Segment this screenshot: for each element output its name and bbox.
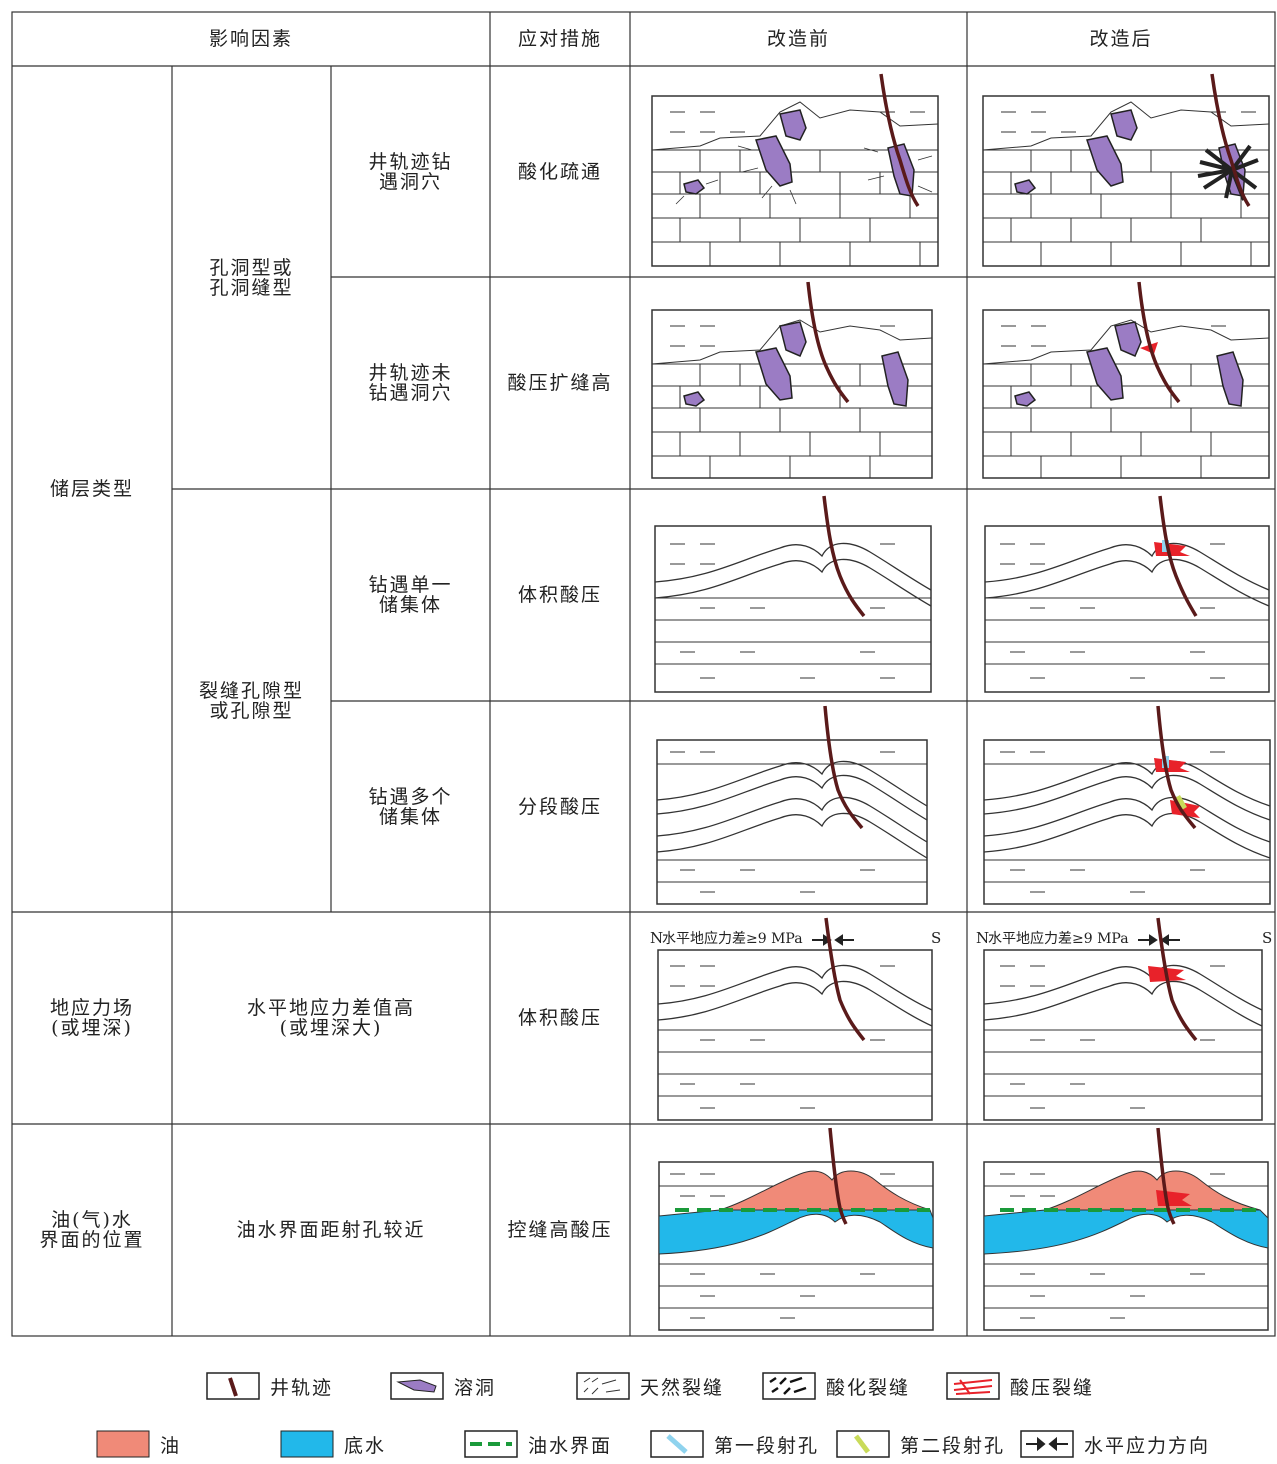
diagram-stress-before: N 水平地应力差≥9 MPa S: [650, 917, 941, 1121]
legend-cave: 溶洞: [390, 1366, 496, 1406]
factor-vuggy: 孔洞型或 孔洞缝型: [209, 256, 294, 299]
measure-volume-frac: 体积酸压: [517, 584, 602, 606]
perforation-2-icon: [836, 1430, 890, 1458]
header-measures: 应对措施: [517, 28, 602, 50]
diagram-multi-body-before: [656, 705, 928, 905]
well-trajectory-icon: [206, 1372, 260, 1400]
measure-acid-frac-height: 酸压扩缝高: [507, 372, 613, 394]
stress-direction-icon: [1020, 1430, 1074, 1458]
factor-owc-near: 油水界面距射孔较近: [236, 1219, 426, 1241]
legend-acid-frac: 酸化裂缝: [762, 1366, 910, 1406]
measure-acidize: 酸化疏通: [517, 160, 602, 183]
factor-hit-cave: 井轨迹钻 遇洞穴: [368, 150, 453, 193]
stress-diff-label: 水平地应力差≥9 MPa: [662, 930, 803, 947]
legend-water: 底水: [280, 1424, 386, 1464]
diagram-owc-after: [983, 1127, 1269, 1331]
header-factors: 影响因素: [208, 28, 293, 50]
acid-fracture-icon: [762, 1372, 816, 1400]
legend-perf2: 第二段射孔: [836, 1424, 1005, 1464]
south-label: S: [1262, 929, 1272, 947]
factor-stress-field: 地应力场 (或埋深): [49, 997, 134, 1039]
stress-diff-label: 水平地应力差≥9 MPa: [988, 930, 1129, 947]
water-swatch-icon: [280, 1430, 334, 1458]
diagram-multi-body-after: [983, 705, 1271, 905]
header-after: 改造后: [1089, 28, 1153, 50]
acidfrac-fracture-icon: [946, 1372, 1000, 1400]
factor-multi-body: 钻遇多个 储集体: [368, 785, 453, 828]
legend-well: 井轨迹: [206, 1366, 333, 1406]
legend-row-2: 油 底水 油水界面 第一段射孔 第二段射孔 水平应力方向: [0, 1424, 1277, 1464]
factor-single-body: 钻遇单一 储集体: [368, 574, 453, 616]
cave-icon: [390, 1372, 444, 1400]
measure-volume-frac-stress: 体积酸压: [517, 1007, 602, 1029]
perforation-1-icon: [650, 1430, 704, 1458]
diagram-cave-hit-before: [651, 73, 939, 267]
owc-line-icon: [464, 1430, 518, 1458]
measure-control-height: 控缝高酸压: [507, 1219, 613, 1241]
diagram-single-body-before: [654, 495, 932, 693]
natural-fracture-icon: [576, 1372, 630, 1400]
legend-stress-dir: 水平应力方向: [1020, 1424, 1210, 1464]
legend-row-1: 井轨迹 溶洞 天然裂缝 酸化裂缝 酸压裂缝: [0, 1366, 1277, 1406]
legend-owc: 油水界面: [464, 1424, 612, 1464]
stress-arrows-icon: [1138, 934, 1180, 946]
legend-acidfrac-frac: 酸压裂缝: [946, 1366, 1094, 1406]
oil-swatch-icon: [96, 1430, 150, 1458]
factor-owc-position: 油(气)水 界面的位置: [39, 1209, 145, 1251]
diagram-cave-hit-after: [982, 73, 1270, 267]
diagram-single-body-after: [984, 495, 1270, 693]
legend-natural-frac: 天然裂缝: [576, 1366, 724, 1406]
diagram-cave-miss-after: [982, 281, 1270, 479]
diagram-cave-miss-before: [651, 281, 933, 479]
north-label: N: [976, 929, 989, 947]
header-before: 改造前: [766, 28, 830, 50]
diagram-owc-before: [658, 1127, 934, 1331]
diagram-stress-after: N 水平地应力差≥9 MPa S: [976, 917, 1272, 1121]
north-label: N: [650, 929, 663, 947]
factor-stress-diff: 水平地应力差值高 (或埋深大): [246, 997, 415, 1039]
factor-miss-cave: 井轨迹未 钻遇洞穴: [368, 362, 453, 404]
legend-perf1: 第一段射孔: [650, 1424, 819, 1464]
factor-fractured: 裂缝孔隙型 或孔隙型: [198, 679, 304, 722]
measure-staged-frac: 分段酸压: [517, 795, 602, 818]
south-label: S: [931, 929, 941, 947]
stress-arrows-icon: [812, 934, 854, 946]
factor-reservoir-type: 储层类型: [49, 478, 134, 500]
legend-oil: 油: [96, 1424, 181, 1464]
comparison-table: N 水平地应力差≥9 MPa S N 水平地应力差≥9 MPa S: [11, 11, 1276, 1337]
